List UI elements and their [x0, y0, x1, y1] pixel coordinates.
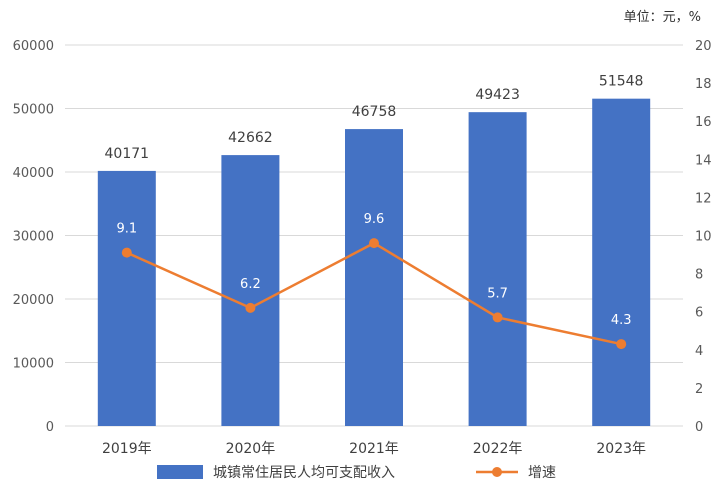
growth-point: [245, 302, 256, 313]
y-left-tick-label: 50000: [13, 103, 54, 118]
growth-value-label: 9.6: [364, 212, 385, 227]
growth-value-label: 9.1: [116, 222, 137, 237]
y-right-tick-label: 16: [695, 115, 712, 130]
y-left-tick-label: 60000: [13, 39, 54, 54]
growth-point: [369, 238, 379, 249]
x-tick-label: 2023年: [596, 441, 646, 457]
growth-value-label: 5.7: [487, 286, 508, 301]
x-tick-label: 2019年: [102, 441, 152, 457]
y-right-tick-label: 14: [695, 153, 712, 168]
legend-label-growth: 增速: [528, 465, 556, 481]
y-right-tick-label: 10: [695, 230, 712, 245]
legend-swatch-growth-dot: [492, 467, 502, 477]
y-right-tick-label: 6: [695, 306, 703, 321]
bar: [468, 112, 527, 427]
bar-value-label: 42662: [228, 130, 273, 146]
bar: [345, 129, 403, 426]
y-right-tick-label: 4: [695, 344, 703, 359]
legend-label-income: 城镇常住居民人均可支配收入: [213, 465, 395, 481]
y-right-tick-label: 20: [695, 39, 712, 54]
bar: [592, 98, 651, 426]
growth-point: [121, 247, 132, 258]
y-right-tick-label: 0: [695, 420, 703, 435]
growth-point: [616, 339, 627, 350]
legend-swatch-income: [157, 465, 203, 479]
x-tick-label: 2021年: [349, 441, 399, 457]
bar-value-label: 51548: [599, 74, 644, 90]
bar-value-label: 46758: [352, 104, 397, 120]
y-right-tick-label: 12: [695, 191, 712, 206]
y-right-tick-label: 2: [695, 382, 703, 397]
y-left-tick-label: 0: [46, 420, 54, 435]
y-left-tick-label: 30000: [13, 230, 54, 245]
growth-value-label: 4.3: [611, 313, 632, 328]
bar: [221, 155, 280, 426]
y-left-tick-label: 10000: [13, 357, 54, 372]
y-right-tick-label: 8: [695, 268, 703, 283]
unit-label: 单位：元，%: [623, 10, 701, 25]
bar: [97, 170, 156, 426]
growth-value-label: 6.2: [240, 277, 261, 292]
growth-point: [492, 312, 503, 323]
bar-value-label: 40171: [105, 146, 150, 162]
x-tick-label: 2020年: [226, 441, 276, 457]
x-tick-label: 2022年: [473, 441, 523, 457]
y-right-tick-label: 18: [695, 77, 712, 92]
y-left-tick-label: 20000: [13, 293, 54, 308]
y-left-tick-label: 40000: [13, 166, 54, 181]
bar-value-label: 49423: [475, 87, 520, 103]
